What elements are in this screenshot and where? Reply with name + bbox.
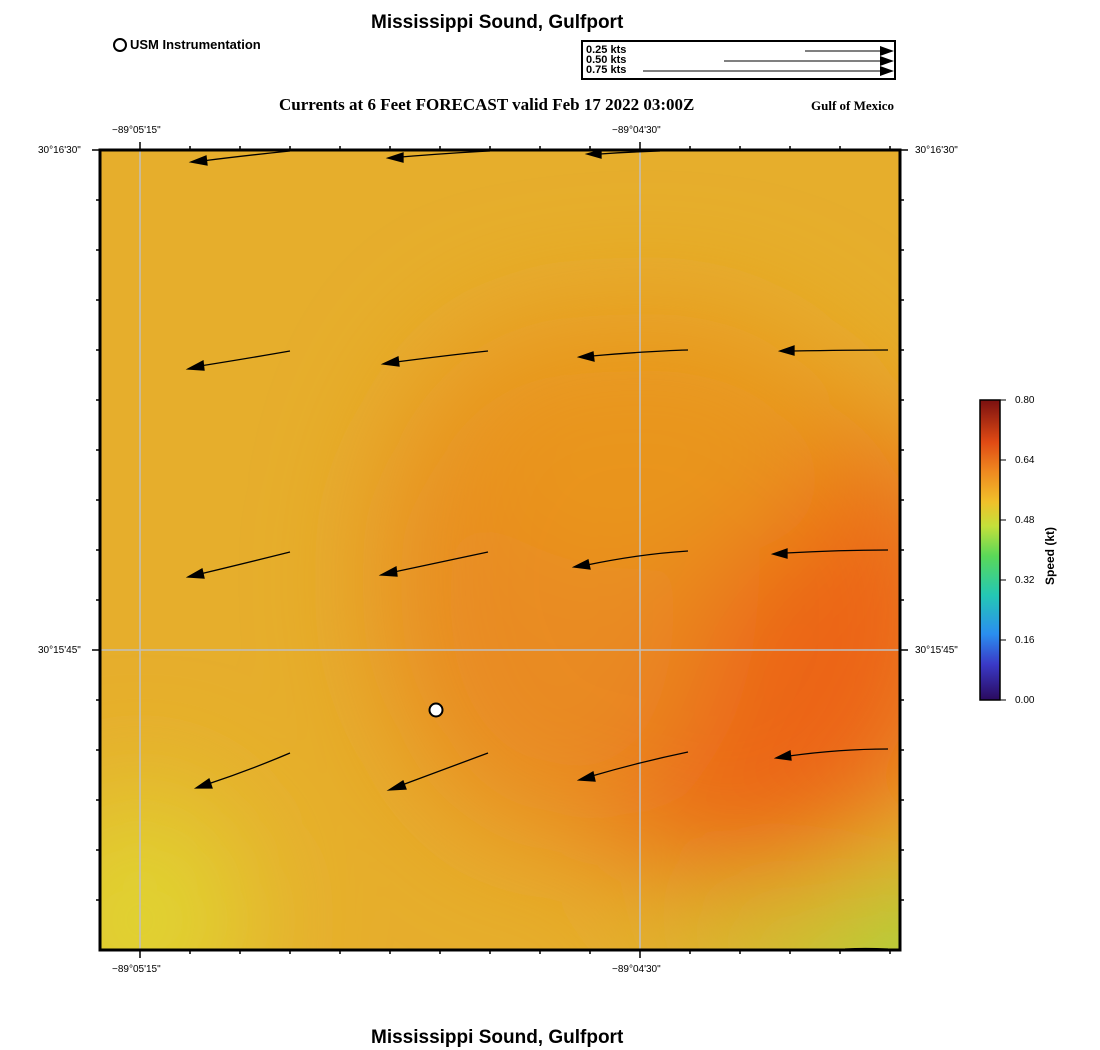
lon-tick-top-1: −89°05'15"	[112, 125, 161, 136]
current-arrow	[571, 550, 689, 570]
current-arrow	[386, 752, 489, 791]
instrument-legend: USM Instrumentation	[113, 37, 261, 52]
map-title: Mississippi Sound, Gulfport	[371, 12, 624, 33]
instrument-marker-icon	[113, 37, 127, 52]
forecast-subtitle: Currents at 6 Feet FORECAST valid Feb 17…	[279, 95, 695, 114]
scale-label-3: 0.75 kts	[586, 64, 627, 76]
current-map	[92, 142, 908, 958]
instrument-legend-label: USM Instrumentation	[130, 37, 261, 52]
colorbar-tick-000: 0.00	[1015, 695, 1035, 706]
footer-title: Mississippi Sound, Gulfport	[371, 1027, 624, 1048]
lat-tick-right-2: 30°15'45"	[915, 645, 958, 656]
colorbar-tick-048: 0.48	[1015, 515, 1035, 526]
map-ticks	[92, 142, 908, 958]
lat-tick-left-2: 30°15'45"	[38, 645, 81, 656]
colorbar-ticks	[1000, 399, 1006, 701]
scale-arrows	[643, 46, 894, 76]
speed-colorbar	[979, 399, 1006, 701]
current-arrow	[777, 345, 889, 356]
region-label: Gulf of Mexico	[811, 98, 895, 113]
colorbar-label: Speed (kt)	[1043, 526, 1057, 585]
colorbar-tick-064: 0.64	[1015, 455, 1035, 466]
scale-arrow-3	[643, 66, 894, 76]
lat-tick-left-1: 30°16'30"	[38, 145, 81, 156]
map-grid	[100, 150, 900, 950]
current-arrow	[576, 751, 689, 782]
current-arrow	[378, 551, 489, 577]
current-arrow	[576, 349, 689, 362]
current-arrow	[188, 150, 291, 166]
current-arrow	[844, 947, 889, 950]
scale-arrow-2	[724, 56, 894, 66]
colorbar-gradient	[979, 399, 1001, 701]
lon-tick-bottom-1: −89°05'15"	[112, 964, 161, 975]
lon-tick-bottom-2: −89°04'30"	[612, 964, 661, 975]
lon-tick-top-2: −89°04'30"	[612, 125, 661, 136]
current-arrow	[185, 350, 291, 371]
current-arrow	[773, 748, 889, 761]
current-arrow	[584, 149, 661, 159]
lat-tick-right-1: 30°16'30"	[915, 145, 958, 156]
scale-label-2: 0.50 kts	[586, 54, 627, 66]
current-arrow	[185, 551, 291, 579]
speed-field	[100, 150, 900, 950]
scale-arrow-1	[805, 46, 894, 56]
current-arrow	[380, 350, 489, 367]
speed-scale-legend: 0.25 kts 0.50 kts 0.75 kts	[581, 40, 896, 80]
current-arrow	[385, 150, 491, 163]
station-marker[interactable]	[428, 702, 444, 718]
current-arrow	[193, 752, 291, 789]
colorbar-tick-032: 0.32	[1015, 575, 1035, 586]
scale-label-1: 0.25 kts	[586, 44, 627, 56]
current-arrow	[770, 548, 889, 559]
current-vectors	[185, 149, 889, 950]
colorbar-tick-016: 0.16	[1015, 635, 1035, 646]
colorbar-tick-080: 0.80	[1015, 395, 1035, 406]
